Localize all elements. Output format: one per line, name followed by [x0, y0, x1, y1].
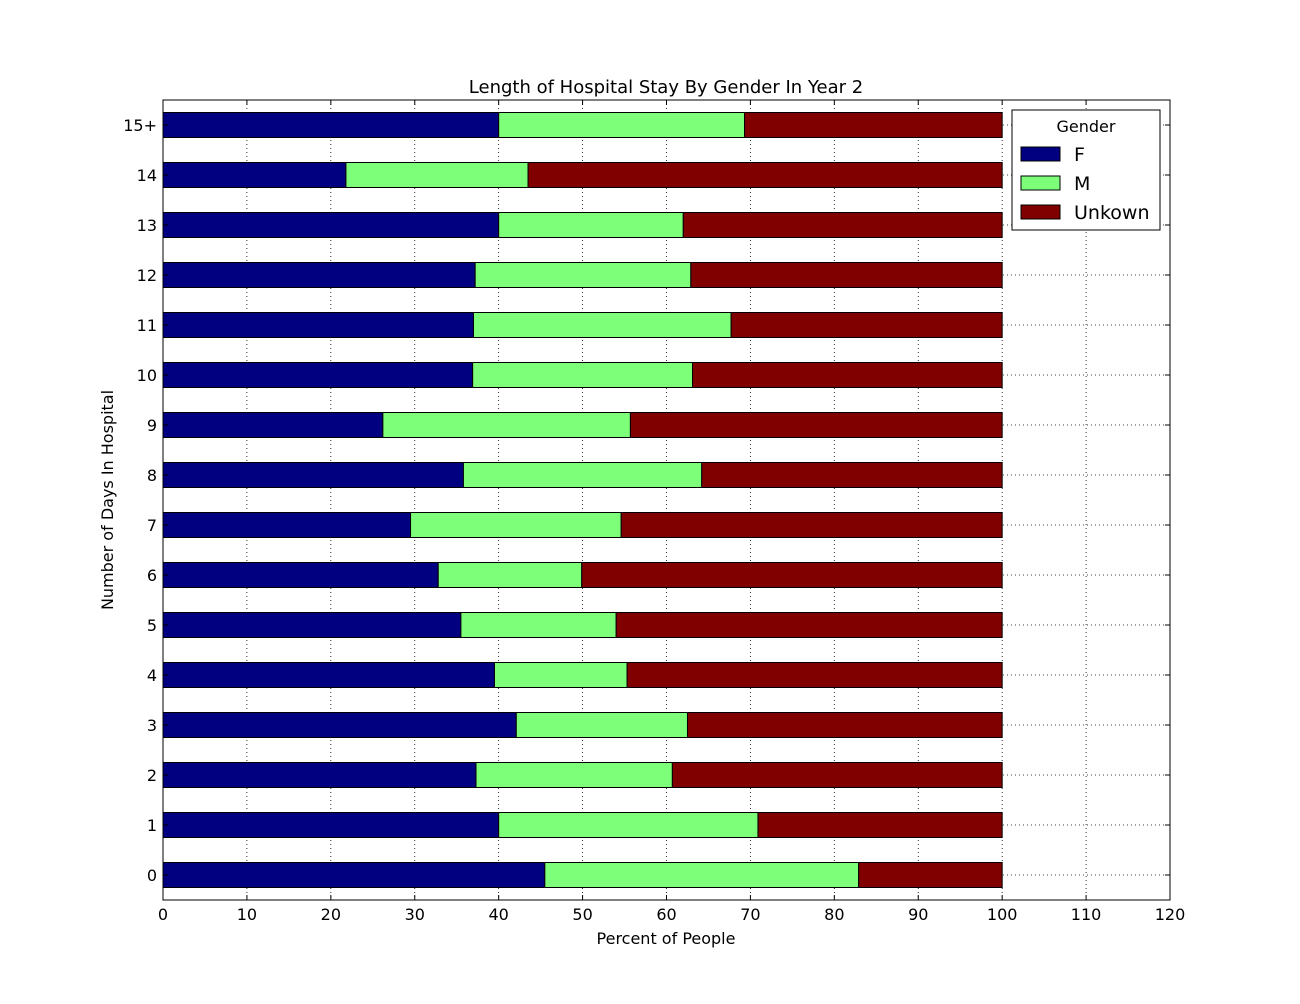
bar-segment-m [544, 862, 860, 888]
x-axis-label: Percent of People [597, 929, 736, 948]
bar-segment-unkown [686, 712, 1003, 738]
bar-segment-m [474, 262, 692, 288]
bar-segment-f [162, 262, 476, 288]
bar-segment-m [437, 562, 583, 588]
bar-segment-m [345, 162, 529, 188]
bar-segment-f [162, 112, 500, 138]
legend-label: M [1074, 173, 1090, 195]
bar-segment-unkown [682, 212, 1003, 238]
bar-segment-m [498, 812, 759, 838]
bar-segment-unkown [692, 362, 1003, 388]
x-tick-label: 50 [572, 905, 592, 924]
bar-segment-m [472, 362, 694, 388]
y-tick-label: 15+ [123, 116, 157, 135]
bar-segment-f [162, 612, 462, 638]
legend: Gender FM Unkown [1011, 109, 1161, 231]
legend-swatch [1020, 204, 1061, 220]
bar-segment-f [162, 762, 477, 788]
bar-segment-m [410, 512, 622, 538]
y-tick-label: 6 [147, 566, 157, 585]
bar-segment-f [162, 412, 384, 438]
y-tick-label: 14 [137, 166, 157, 185]
x-tick-label: 20 [321, 905, 341, 924]
bar-segment-f [162, 462, 464, 488]
bar-segment-m [498, 212, 684, 238]
y-tick-label: 11 [137, 316, 157, 335]
x-tick-label: 10 [237, 905, 257, 924]
bar-segment-unkown [757, 812, 1003, 838]
bar-segment-unkown [701, 462, 1003, 488]
legend-swatch [1020, 146, 1061, 162]
legend-items: FM Unkown [1020, 144, 1149, 224]
y-tick-label: 0 [147, 866, 157, 885]
bar-segment-unkown [615, 612, 1003, 638]
x-tick-label: 100 [987, 905, 1018, 924]
legend-swatch [1020, 175, 1061, 191]
bar-segment-f [162, 712, 517, 738]
y-tick-label: 12 [137, 266, 157, 285]
bars-layer [162, 112, 1003, 888]
bar-segment-unkown [629, 412, 1003, 438]
bar-segment-unkown [626, 662, 1003, 688]
grid-layer [163, 100, 1170, 900]
y-tick-label: 8 [147, 466, 157, 485]
bar-segment-f [162, 212, 500, 238]
y-tick-label: 2 [147, 766, 157, 785]
bar-segment-unkown [730, 312, 1003, 338]
bar-segment-f [162, 162, 347, 188]
x-tick-label: 0 [158, 905, 168, 924]
y-tick-label: 9 [147, 416, 157, 435]
x-tick-label: 110 [1071, 905, 1102, 924]
y-axis-label: Number of Days In Hospital [98, 390, 117, 610]
x-tick-label: 60 [656, 905, 676, 924]
bar-segment-unkown [671, 762, 1003, 788]
bar-segment-m [382, 412, 631, 438]
x-tick-label: 90 [908, 905, 928, 924]
y-tick-label: 7 [147, 516, 157, 535]
bar-segment-unkown [690, 262, 1003, 288]
y-tick-label: 4 [147, 666, 157, 685]
bar-segment-unkown [620, 512, 1003, 538]
x-tick-label: 120 [1155, 905, 1186, 924]
bar-segment-f [162, 662, 495, 688]
bar-segment-unkown [581, 562, 1003, 588]
y-tick-label: 5 [147, 616, 157, 635]
y-tick-label: 3 [147, 716, 157, 735]
ticks-layer: 0 10 20 30 40 50 60 70 80 90 100 110 120012345678910… [123, 100, 1185, 924]
bar-segment-f [162, 512, 412, 538]
legend-title: Gender [1057, 117, 1116, 136]
bar-segment-unkown [527, 162, 1003, 188]
bar-segment-f [162, 562, 439, 588]
bar-segment-m [498, 112, 746, 138]
bar-segment-unkown [744, 112, 1003, 138]
x-tick-label: 40 [488, 905, 508, 924]
y-tick-label: 13 [137, 216, 157, 235]
x-tick-label: 80 [824, 905, 844, 924]
bar-segment-unkown [858, 862, 1003, 888]
bar-segment-m [460, 612, 617, 638]
y-tick-label: 10 [137, 366, 157, 385]
chart-title: Length of Hospital Stay By Gender In Yea… [469, 77, 863, 98]
bar-segment-m [515, 712, 688, 738]
bar-segment-f [162, 862, 546, 888]
bar-segment-m [475, 762, 673, 788]
bar-segment-m [493, 662, 628, 688]
legend-label: Unkown [1074, 202, 1149, 224]
y-tick-label: 1 [147, 816, 157, 835]
bar-segment-f [162, 812, 500, 838]
bar-segment-f [162, 312, 474, 338]
legend-label: F [1074, 144, 1085, 166]
bar-segment-f [162, 362, 474, 388]
bar-segment-m [472, 312, 732, 338]
x-tick-label: 70 [740, 905, 760, 924]
x-tick-label: 30 [405, 905, 425, 924]
bar-segment-m [462, 462, 703, 488]
